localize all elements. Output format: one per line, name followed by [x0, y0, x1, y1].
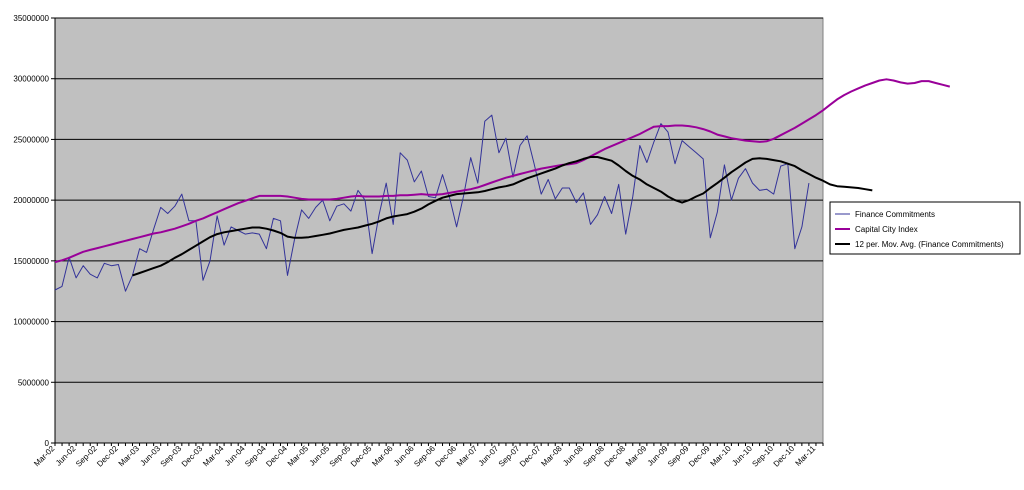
legend-label: 12 per. Mov. Avg. (Finance Commitments): [855, 240, 1004, 249]
x-tick-label: Jun-04: [223, 444, 247, 468]
x-tick-label: Sep-05: [328, 444, 353, 469]
x-tick-label: Mar-08: [539, 444, 564, 469]
y-tick-label: 5000000: [18, 378, 50, 387]
x-tick-label: Jun-02: [54, 444, 78, 468]
legend-box: [829, 201, 1021, 255]
y-tick-label: 25000000: [13, 135, 49, 144]
y-axis: 0 5000000 10000000 15000000 20000000 25000000…: [13, 14, 56, 448]
x-tick-label: Jun-07: [477, 444, 501, 468]
y-tick-label: 10000000: [13, 318, 49, 327]
x-tick-label: Mar-06: [370, 444, 395, 469]
x-tick-label: Dec-10: [772, 444, 797, 469]
y-tick-label: 20000000: [13, 196, 49, 205]
x-tick-label: Sep-08: [581, 444, 606, 469]
legend: Finance Commitments Capital City Index 1…: [829, 201, 1021, 255]
x-tick-label: Dec-05: [349, 444, 374, 469]
x-tick-label: Jun-08: [561, 444, 585, 468]
x-tick-label: Mar-09: [624, 444, 649, 469]
x-tick-label: Mar-03: [117, 444, 142, 469]
x-tick-label: Sep-04: [243, 444, 268, 469]
x-tick-label: Dec-07: [518, 444, 543, 469]
x-tick-label: Sep-03: [159, 444, 184, 469]
legend-label: Capital City Index: [855, 225, 918, 234]
x-tick-label: Dec-08: [603, 444, 628, 469]
x-tick-label: Jun-09: [646, 444, 670, 468]
y-tick-label: 35000000: [13, 14, 49, 23]
y-tick-label: 15000000: [13, 257, 49, 266]
x-tick-label: Dec-09: [687, 444, 712, 469]
x-tick-label: Dec-04: [264, 444, 289, 469]
x-tick-label: Sep-09: [666, 444, 691, 469]
series-line: [132, 156, 873, 277]
x-tick-label: Sep-07: [497, 444, 522, 469]
x-tick-label: Mar-10: [709, 444, 734, 469]
series-line: [54, 114, 810, 292]
x-tick-label: Mar-11: [794, 444, 818, 468]
x-tick-label: Jun-10: [730, 444, 754, 468]
x-tick-label: Jun-05: [308, 444, 332, 468]
x-tick-label: Jun-03: [138, 444, 162, 468]
plot-area: [54, 17, 824, 444]
x-tick-label: Sep-10: [750, 444, 775, 469]
x-tick-label: Dec-06: [433, 444, 458, 469]
x-tick-label: Mar-05: [286, 444, 311, 469]
x-tick-label: Mar-07: [455, 444, 480, 469]
x-tick-label: Dec-03: [180, 444, 205, 469]
x-tick-label: Dec-02: [95, 444, 120, 469]
series-line: [54, 78, 951, 264]
y-tick-label: 30000000: [13, 75, 49, 84]
x-axis: Mar-02Jun-02Sep-02Dec-02Mar-03Jun-03Sep-…: [32, 442, 824, 469]
series-layer: [54, 78, 951, 292]
x-tick-label: Sep-06: [412, 444, 437, 469]
gridlines: [55, 17, 823, 383]
y-tick-label: 0: [45, 439, 50, 448]
x-tick-label: Mar-04: [201, 444, 226, 469]
x-tick-label: Sep-02: [74, 444, 99, 469]
legend-label: Finance Commitments: [855, 210, 935, 219]
x-tick-label: Jun-06: [392, 444, 416, 468]
